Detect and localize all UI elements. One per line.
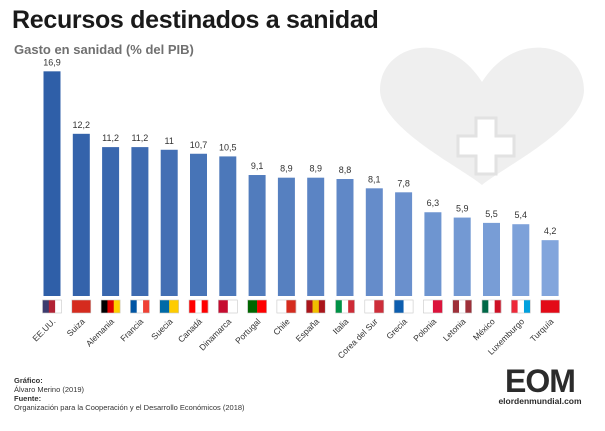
fuente-label: Fuente: bbox=[14, 394, 42, 403]
flag-icon bbox=[481, 299, 502, 314]
data-label: 11,2 bbox=[102, 133, 119, 143]
flag-icon bbox=[540, 299, 560, 314]
flag-icon bbox=[335, 299, 355, 314]
flag-icon bbox=[423, 299, 443, 314]
flag-icon bbox=[393, 299, 414, 314]
category-label: Chile bbox=[271, 316, 292, 337]
data-label: 8,9 bbox=[280, 164, 293, 174]
data-label: 10,7 bbox=[190, 140, 208, 150]
data-label: 5,4 bbox=[515, 210, 528, 220]
data-label: 4,2 bbox=[544, 226, 557, 236]
category-label: Dinamarca bbox=[197, 316, 233, 352]
data-label: 5,9 bbox=[456, 204, 469, 214]
logo-mark: EOM bbox=[505, 363, 576, 399]
flag-icon bbox=[510, 299, 531, 314]
data-label: 11 bbox=[165, 136, 174, 146]
grafico-label: Gráfico: bbox=[14, 376, 43, 385]
bar bbox=[131, 147, 149, 296]
chart-subtitle: Gasto en sanidad (% del PIB) bbox=[14, 42, 194, 57]
bar bbox=[102, 147, 120, 296]
data-label: 7,8 bbox=[397, 178, 410, 188]
data-label: 16,9 bbox=[43, 57, 61, 67]
category-label: Letonia bbox=[441, 316, 468, 343]
bar bbox=[43, 71, 61, 297]
flag-icon bbox=[159, 299, 179, 314]
bar bbox=[160, 149, 178, 296]
bar bbox=[190, 153, 207, 296]
data-label: 8,9 bbox=[309, 164, 322, 174]
flag-icon bbox=[218, 299, 238, 314]
logo-site: elordenmundial.com bbox=[498, 396, 582, 406]
category-label: Italia bbox=[331, 316, 351, 336]
eom-logo: EOM elordenmundial.com bbox=[490, 365, 590, 406]
flag-icon bbox=[276, 299, 297, 314]
bar bbox=[512, 224, 530, 296]
category-label: EE.UU. bbox=[30, 316, 57, 343]
flag-icon bbox=[247, 299, 267, 314]
bar bbox=[483, 222, 500, 296]
bar bbox=[365, 188, 383, 296]
category-label: Francia bbox=[118, 316, 145, 343]
data-label: 6,3 bbox=[427, 198, 440, 208]
data-label: 10,5 bbox=[219, 142, 237, 152]
bar bbox=[336, 179, 354, 296]
chart-footer: Gráfico: Álvaro Merino (2019) Fuente: Or… bbox=[14, 376, 245, 412]
bar bbox=[219, 156, 237, 296]
flag-icon bbox=[71, 299, 92, 314]
bar bbox=[541, 240, 559, 296]
fuente-value: Organización para la Cooperación y el De… bbox=[14, 403, 245, 412]
flag-icon bbox=[305, 299, 326, 314]
data-label: 9,1 bbox=[251, 161, 264, 171]
flag-icon bbox=[100, 299, 121, 314]
category-label: Suecia bbox=[149, 316, 175, 342]
heart-cross-icon bbox=[380, 47, 584, 186]
grafico-value: Álvaro Merino (2019) bbox=[14, 385, 85, 394]
chart-title: Recursos destinados a sanidad bbox=[12, 6, 379, 34]
flag-icon bbox=[188, 299, 209, 314]
flag-icon bbox=[42, 299, 62, 314]
flag-icon bbox=[364, 299, 385, 314]
data-label: 8,8 bbox=[339, 165, 352, 175]
flag-icon bbox=[452, 299, 473, 314]
category-label: Turquía bbox=[528, 316, 556, 344]
category-label: Portugal bbox=[233, 316, 263, 346]
data-label: 12,2 bbox=[73, 120, 91, 130]
category-label: Suiza bbox=[65, 316, 87, 338]
bar bbox=[395, 192, 413, 296]
category-label: México bbox=[471, 316, 497, 342]
bar bbox=[453, 217, 471, 296]
data-label: 8,1 bbox=[368, 174, 381, 184]
category-label: Alemania bbox=[84, 316, 116, 348]
bar bbox=[424, 212, 442, 296]
category-label: Polonia bbox=[411, 316, 438, 343]
flag-icon bbox=[130, 299, 150, 314]
category-label: Grecia bbox=[384, 316, 409, 341]
data-label: 11,2 bbox=[131, 133, 148, 143]
category-label: España bbox=[294, 316, 322, 344]
category-label: Canadá bbox=[176, 316, 204, 344]
data-label: 5,5 bbox=[485, 209, 498, 219]
bar bbox=[307, 177, 325, 296]
bar bbox=[72, 133, 90, 296]
bar bbox=[248, 175, 266, 296]
bar bbox=[277, 177, 295, 296]
